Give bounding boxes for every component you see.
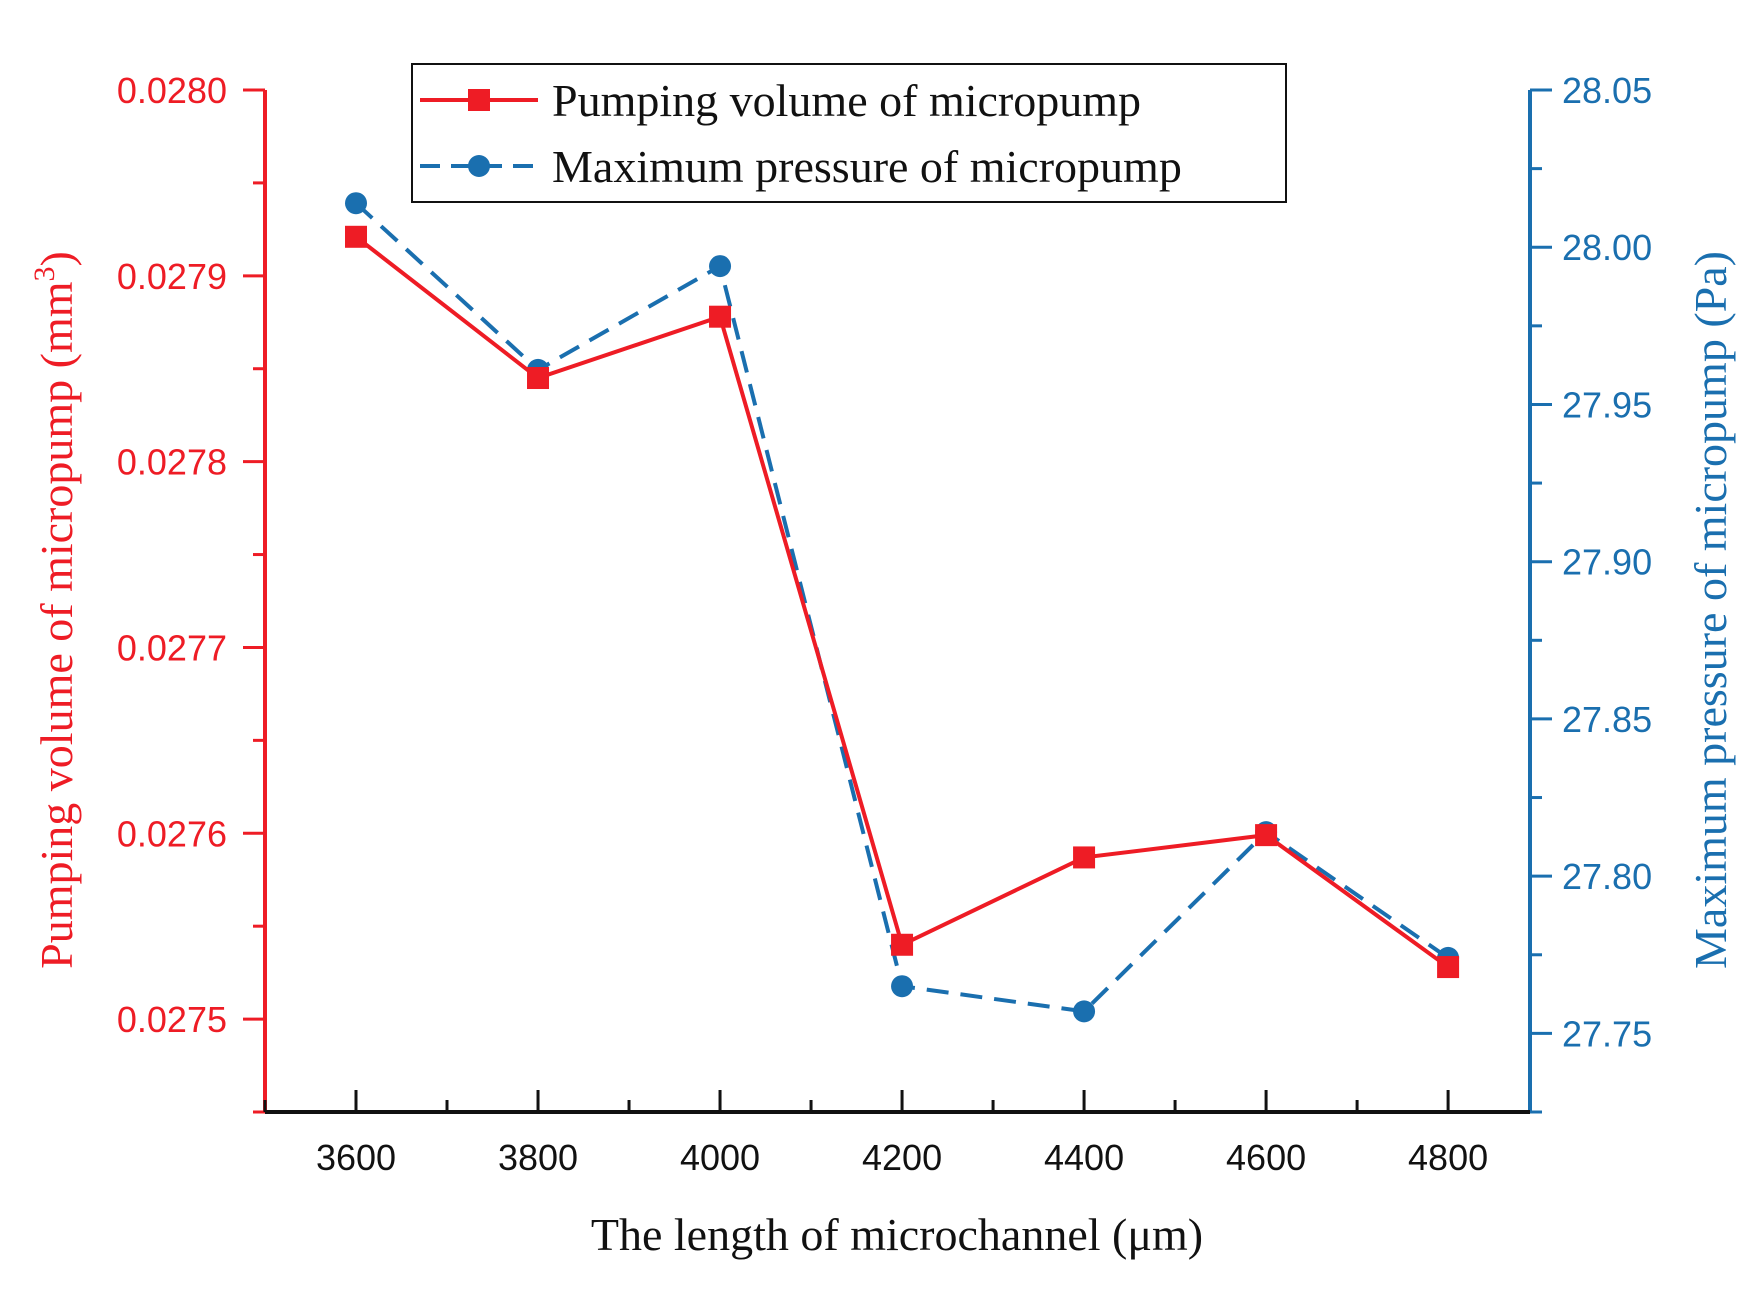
axes: 0.0275 0.0276 0.0277 0.0278 0.0279 0.0280 27.7… [117,70,1652,1178]
x-axis-title: The length of microchannel (μm) [591,1209,1203,1260]
axis-titles: The length of microchannel (μm) Pumping v… [28,251,1736,1260]
left-axis-title-close: ) [31,251,82,266]
right-tick-label: 28.00 [1562,227,1652,268]
volume-point [709,305,732,328]
legend-pressure-label: Maximum pressure of micropump [552,141,1182,192]
x-tick-label: 4000 [680,1137,760,1178]
x-tick-label: 4400 [1044,1137,1124,1178]
right-tick-label: 27.95 [1562,384,1652,425]
volume-point [891,933,914,956]
pressure-point [1073,1000,1096,1023]
legend-box [411,63,1287,203]
left-tick-label: 0.0276 [117,813,227,854]
left-tick-label: 0.0279 [117,256,227,297]
pressure-point [891,975,914,998]
x-tick-label: 3800 [498,1137,578,1178]
pressure-point [345,192,368,215]
left-axis-title: Pumping volume of micropump (mm3) [28,251,82,969]
right-tick-label: 27.85 [1562,699,1652,740]
left-axis-title-main: Pumping volume of micropump (mm [31,281,82,969]
legend-volume-label: Pumping volume of micropump [552,75,1141,126]
volume-point [1255,824,1278,847]
volume-point [345,225,368,248]
series-layer [345,192,1460,1023]
left-tick-label: 0.0278 [117,442,227,483]
x-tick-label: 3600 [316,1137,396,1178]
legend-volume-marker [468,89,490,111]
x-tick-label: 4600 [1226,1137,1306,1178]
x-tick-label: 4800 [1408,1137,1488,1178]
right-tick-label: 27.80 [1562,856,1652,897]
legend-pressure-marker [468,155,490,177]
left-axis-title-superscript: 3 [28,266,61,281]
volume-point [1073,846,1096,869]
right-axis-title: Maximum pressure of micropump (Pa) [1685,251,1736,969]
right-tick-label: 27.75 [1562,1013,1652,1054]
pressure-point [709,255,732,278]
left-tick-label: 0.0280 [117,70,227,111]
right-tick-label: 27.90 [1562,542,1652,583]
legend: Pumping volume of micropump Maximum press… [411,63,1287,203]
volume-point [527,367,550,390]
right-tick-label: 28.05 [1562,70,1652,111]
volume-point [1437,956,1460,979]
left-tick-label: 0.0277 [117,627,227,668]
left-tick-label: 0.0275 [117,999,227,1040]
x-tick-label: 4200 [862,1137,942,1178]
volume-series-line [354,235,1450,969]
pressure-series-line [354,201,1450,1014]
